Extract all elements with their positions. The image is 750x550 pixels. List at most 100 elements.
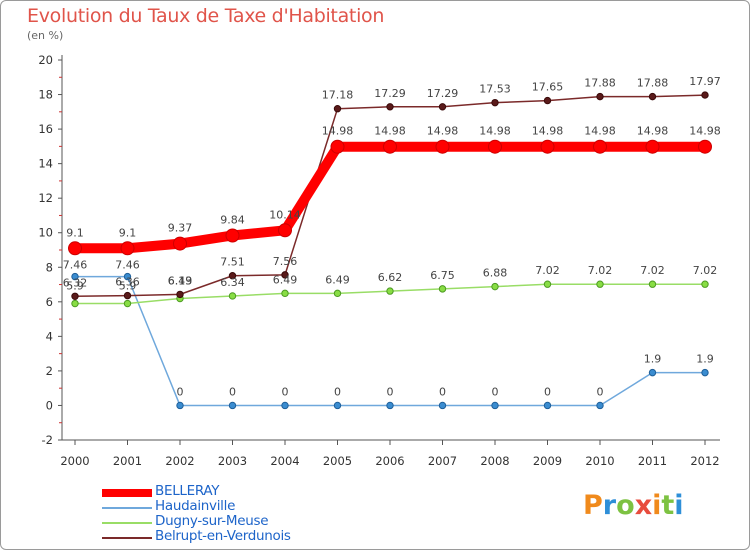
data-point-2 (123, 299, 132, 308)
data-label-2: 7.02 (640, 264, 665, 277)
data-label-0: 14.98 (479, 125, 511, 138)
data-point-0 (120, 241, 135, 256)
data-label-2: 6.75 (430, 269, 455, 282)
y-tick-label: 18 (38, 88, 53, 102)
data-point-0 (645, 139, 660, 154)
data-point-0 (225, 228, 240, 243)
data-label-0: 14.98 (689, 125, 721, 138)
data-point-1 (176, 401, 184, 410)
data-point-3 (123, 291, 132, 300)
y-tick-label: 0 (46, 398, 53, 412)
data-point-1 (228, 401, 237, 410)
data-point-1 (438, 401, 447, 410)
legend-label-haudainville: Haudainville (155, 498, 236, 514)
data-label-1: 0 (282, 385, 289, 398)
y-axis-unit: (en %) (27, 29, 64, 42)
y-tick-label: 2 (46, 364, 53, 378)
data-point-2 (596, 280, 604, 288)
data-point-3 (71, 292, 79, 300)
x-tick-label: 2003 (218, 454, 247, 468)
data-point-0 (435, 139, 450, 154)
data-point-3 (543, 96, 552, 105)
data-label-2: 7.02 (693, 264, 718, 277)
logo-letter: o (616, 490, 635, 521)
data-label-3: 17.29 (427, 87, 459, 100)
logo-letter: i (674, 490, 684, 521)
x-tick-label: 2009 (533, 454, 562, 468)
data-point-1 (333, 401, 342, 410)
data-label-2: 5.9 (66, 280, 84, 293)
data-label-3: 6.36 (115, 276, 140, 289)
y-tick-label: 8 (46, 260, 53, 274)
data-label-2: 6.49 (273, 273, 298, 286)
data-label-2: 6.88 (483, 267, 508, 280)
data-label-1: 0 (229, 385, 236, 398)
legend-swatch-belrupt (102, 537, 152, 539)
legend-label-belrupt: Belrupt-en-Verdunois (155, 528, 291, 544)
data-label-0: 14.98 (322, 125, 354, 138)
data-point-0 (488, 139, 502, 154)
y-tick-label: 6 (46, 295, 53, 309)
data-point-1 (701, 368, 709, 377)
data-point-1 (123, 272, 132, 281)
data-label-3: 17.65 (532, 81, 564, 94)
data-label-0: 9.1 (66, 226, 84, 239)
data-point-1 (648, 368, 657, 377)
data-point-0 (278, 223, 292, 238)
data-point-3 (596, 92, 604, 101)
data-label-1: 7.46 (115, 259, 140, 272)
data-point-2 (228, 292, 237, 300)
x-tick-label: 2006 (375, 454, 404, 468)
data-label-2: 5.9 (119, 280, 137, 293)
data-label-3: 7.51 (220, 256, 245, 269)
logo-letter: i (652, 490, 662, 521)
data-label-1: 0 (177, 385, 184, 398)
y-tick-label: 20 (38, 53, 53, 67)
data-label-1: 1.9 (696, 353, 714, 366)
data-label-1: 1.9 (644, 353, 662, 366)
data-point-1 (386, 401, 394, 410)
data-point-2 (543, 280, 552, 288)
data-label-1: 0 (597, 385, 604, 398)
data-point-2 (386, 287, 394, 295)
y-tick-label: 14 (38, 157, 53, 171)
data-point-2 (648, 280, 657, 288)
x-tick-label: 2012 (690, 454, 719, 468)
data-point-0 (540, 139, 555, 154)
data-label-3: 17.53 (479, 83, 511, 96)
data-point-2 (491, 282, 499, 291)
y-tick-label: 12 (38, 191, 53, 205)
data-label-0: 9.37 (168, 222, 193, 235)
data-label-3: 7.56 (273, 255, 298, 268)
x-tick-label: 2000 (60, 454, 89, 468)
x-tick-label: 2008 (480, 454, 509, 468)
y-tick-label: 16 (38, 122, 53, 136)
x-tick-label: 2011 (638, 454, 667, 468)
data-point-2 (281, 289, 289, 298)
data-point-2 (438, 285, 447, 293)
data-label-2: 6.34 (220, 276, 245, 289)
data-label-1: 0 (439, 385, 446, 398)
x-tick-label: 2002 (165, 454, 194, 468)
data-point-3 (281, 271, 289, 279)
data-point-3 (701, 91, 709, 99)
proxiti-logo: Proxiti (583, 490, 684, 521)
data-point-0 (173, 236, 187, 251)
data-point-2 (701, 280, 709, 288)
data-point-1 (596, 401, 604, 410)
x-tick-label: 2005 (323, 454, 352, 468)
data-label-3: 17.88 (584, 77, 616, 90)
data-point-0 (383, 139, 397, 154)
data-point-0 (593, 139, 607, 154)
data-label-2: 6.49 (325, 273, 350, 286)
data-point-1 (491, 401, 499, 410)
x-tick-label: 2001 (113, 454, 142, 468)
logo-letter: P (583, 490, 603, 521)
legend-swatch-belleray (102, 489, 152, 497)
y-tick-label: 4 (46, 329, 53, 343)
data-point-3 (176, 290, 184, 299)
data-point-2 (71, 299, 79, 308)
data-label-0: 14.98 (374, 125, 406, 138)
logo-letter: x (634, 490, 653, 521)
